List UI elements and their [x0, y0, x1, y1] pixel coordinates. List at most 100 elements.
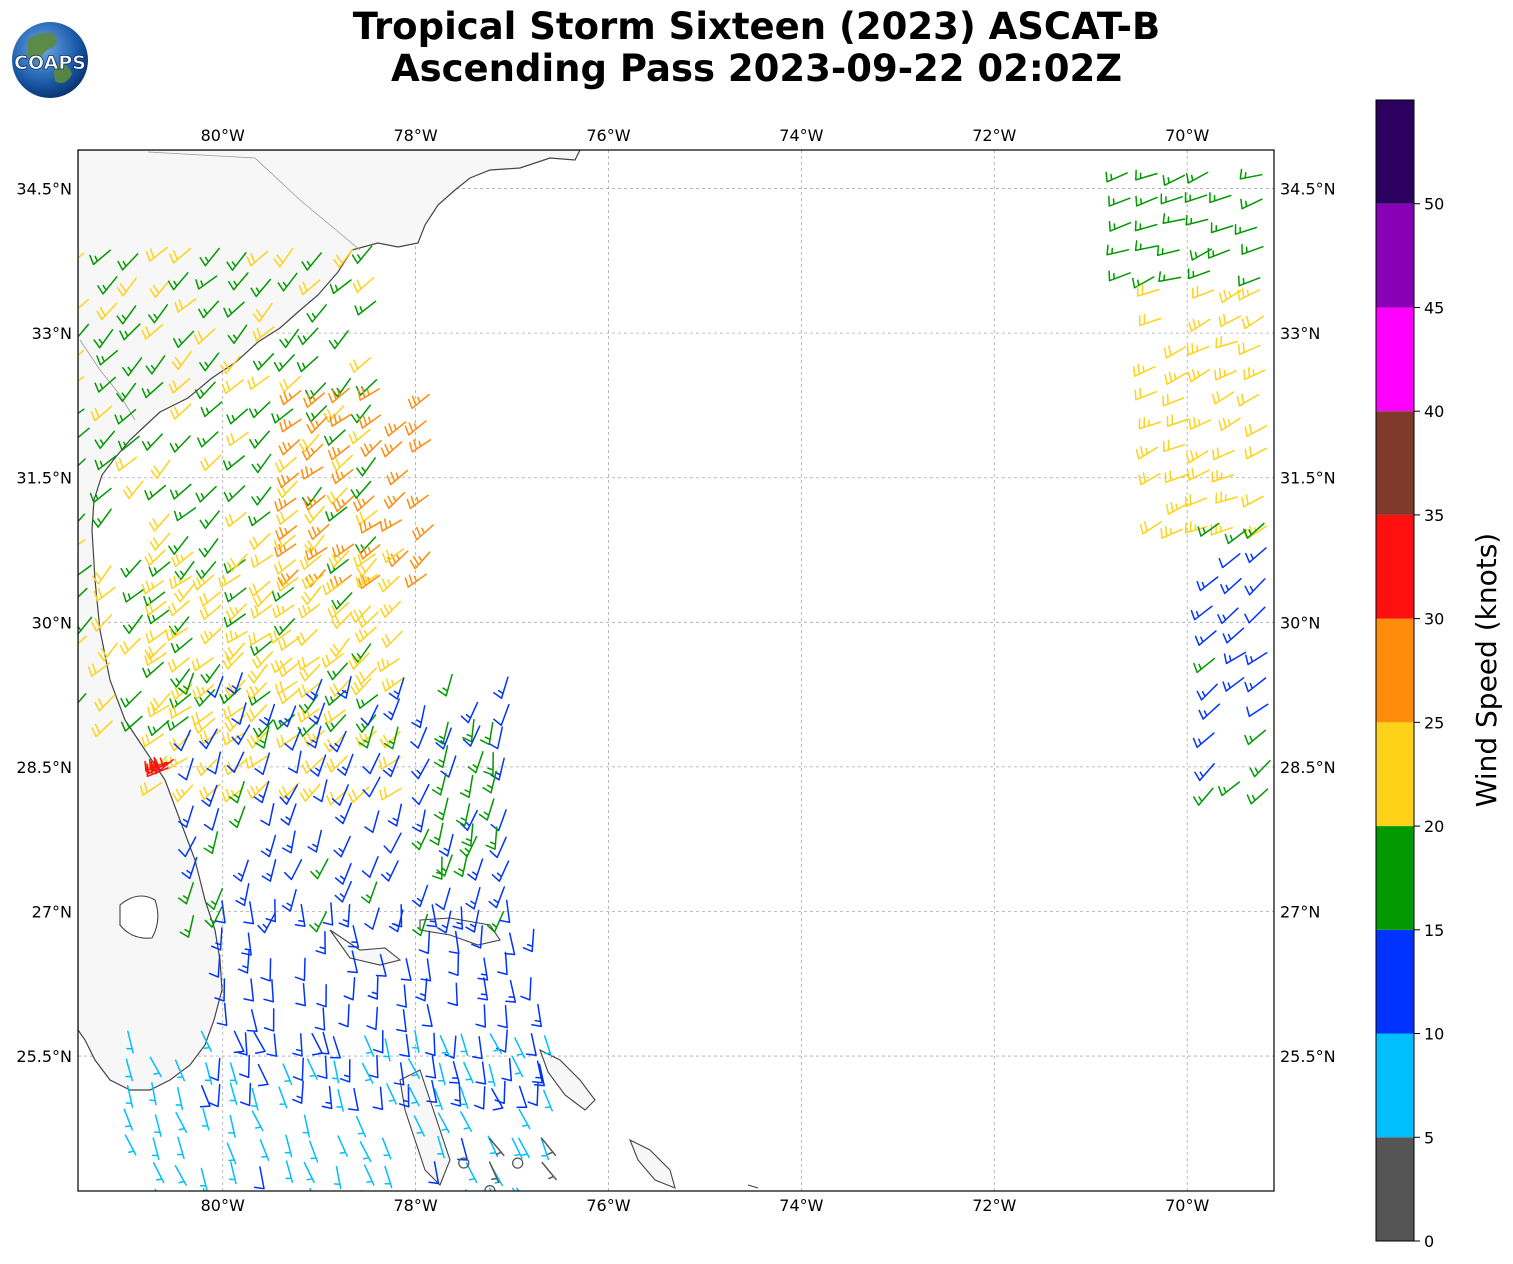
wind-barb: [1135, 195, 1158, 207]
wind-barb-shape: [245, 682, 268, 700]
wind-barb-shape: [284, 1134, 293, 1158]
wind-barb-shape: [263, 1008, 275, 1032]
wind-barb: [1214, 367, 1237, 381]
wind-barb-shape: [78, 513, 86, 532]
wind-barb-shape: [312, 779, 328, 803]
wind-barb: [413, 1115, 425, 1137]
wind-barb-shape: [90, 405, 113, 422]
wind-barb: [195, 485, 217, 503]
lat-tick-left: 25.5°N: [16, 1047, 72, 1066]
wind-barb-shape: [205, 888, 223, 911]
wind-barb: [384, 421, 407, 437]
wind-barb: [279, 390, 302, 406]
wind-barb: [379, 787, 402, 801]
wind-barb-shape: [78, 298, 89, 315]
wind-barb: [229, 1082, 238, 1106]
wind-barb-shape: [497, 1004, 508, 1029]
wind-barb: [175, 1086, 184, 1110]
wind-barb: [165, 627, 188, 642]
wind-barb-shape: [250, 554, 273, 568]
wind-barb: [154, 1188, 166, 1191]
wind-barb: [193, 328, 216, 345]
wind-barb-shape: [302, 1114, 311, 1138]
wind-barb: [332, 495, 355, 513]
wind-barb: [122, 357, 143, 377]
wind-barb-shape: [314, 1007, 326, 1031]
wind-barb-shape: [246, 1009, 258, 1033]
wind-barb-shape: [489, 1033, 502, 1054]
wind-barb: [296, 629, 318, 646]
colorbar-bin: [1376, 411, 1414, 515]
wind-barb-shape: [301, 757, 324, 775]
wind-barb-shape: [200, 664, 221, 684]
wind-barb-shape: [1164, 470, 1188, 484]
wind-barb: [437, 1112, 450, 1134]
wind-barb: [144, 600, 167, 616]
wind-barb: [471, 1035, 483, 1060]
wind-barb: [382, 755, 400, 778]
wind-barb-shape: [361, 1189, 370, 1191]
wind-barb: [171, 350, 192, 371]
wind-barb-shape: [145, 246, 168, 262]
wind-barb: [436, 854, 453, 877]
wind-barb: [93, 329, 114, 349]
wind-barb: [349, 356, 372, 373]
wind-barb-shape: [117, 435, 140, 452]
wind-barb: [1135, 446, 1159, 460]
wind-barb-shape: [386, 1083, 397, 1105]
wind-barb: [171, 551, 194, 568]
wind-barb: [358, 414, 381, 429]
wind-barb-shape: [97, 642, 119, 662]
lon-tick-bottom: 80°W: [201, 1196, 245, 1215]
wind-barb-shape: [89, 487, 112, 504]
wind-barb: [363, 1164, 375, 1186]
wind-barb: [194, 381, 216, 400]
wind-barb: [379, 600, 402, 618]
wind-barb-shape: [1222, 677, 1245, 692]
wind-barb-shape: [200, 454, 222, 472]
wind-barb-shape: [252, 353, 275, 371]
wind-barb-shape: [294, 903, 306, 928]
wind-barb: [78, 349, 85, 367]
wind-barb-shape: [266, 1033, 278, 1057]
wind-barb: [227, 324, 248, 345]
wind-barb-shape: [383, 726, 399, 750]
wind-barb: [358, 574, 381, 589]
wind-barb: [145, 629, 168, 644]
wind-barb-shape: [174, 298, 197, 313]
wind-barb: [247, 375, 270, 391]
wind-barb: [380, 441, 403, 458]
colorbar-bin: [1376, 307, 1414, 412]
wind-barb: [167, 272, 189, 291]
wind-barb-shape: [425, 1055, 437, 1079]
wind-barb-shape: [124, 1134, 137, 1156]
wind-barb: [335, 802, 353, 825]
wind-barb-shape: [1241, 315, 1265, 330]
wind-barb: [350, 480, 372, 499]
wind-barb-shape: [206, 751, 222, 775]
wind-barb-shape: [246, 781, 268, 800]
wind-barb-shape: [78, 349, 85, 367]
wind-barb-shape: [222, 732, 245, 746]
wind-barb-shape: [167, 272, 189, 291]
wind-barb: [315, 930, 326, 955]
wind-barb-shape: [463, 1061, 474, 1084]
wind-barb: [255, 725, 270, 749]
wind-barb: [1242, 522, 1265, 539]
wind-barb-shape: [243, 978, 255, 1002]
wind-barb: [228, 805, 246, 829]
wind-barb-shape: [201, 784, 218, 808]
wind-barb-shape: [123, 480, 144, 500]
lon-tick-top: 78°W: [393, 126, 437, 145]
wind-barb: [125, 1085, 134, 1108]
wind-barb-shape: [1215, 336, 1239, 349]
wind-barb: [300, 466, 324, 480]
wind-barb-shape: [299, 663, 321, 682]
wind-barb: [429, 822, 444, 846]
wind-barb: [321, 1085, 333, 1110]
wind-barb-shape: [497, 951, 508, 976]
wind-barb-shape: [1194, 630, 1217, 646]
wind-barb-shape: [246, 250, 269, 267]
wind-barb: [1245, 547, 1267, 564]
wind-barb: [200, 664, 221, 684]
